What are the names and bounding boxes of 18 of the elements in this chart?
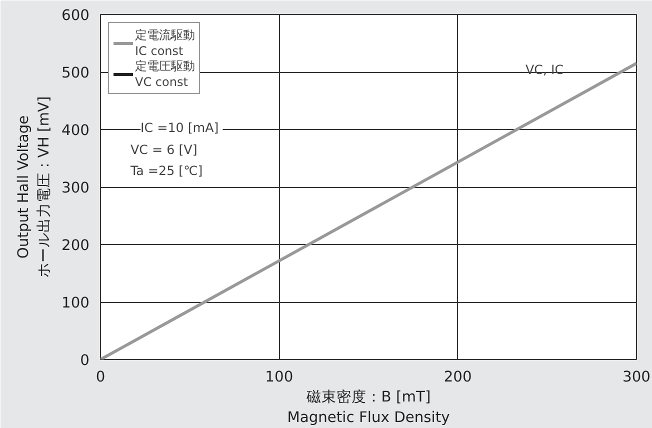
y-tick-label: 600 (62, 7, 90, 24)
legend-label: 定電流駆動 IC const (135, 27, 195, 58)
annotation: Ta =25 [℃] (130, 163, 203, 178)
y-tick-label: 300 (62, 180, 90, 196)
y-tick-label: 500 (62, 64, 90, 82)
x-tick-label: 0 (96, 368, 106, 386)
x-tick-label: 100 (265, 368, 294, 386)
y-tick-label: 400 (62, 122, 90, 139)
x-tick-label: 200 (444, 368, 472, 386)
annotation: IC =10 [mA] (140, 120, 219, 135)
legend-label: 定電圧駆動 VC const (135, 58, 195, 89)
annotation: VC = 6 [V] (130, 142, 198, 157)
x-tick-label: 300 (622, 368, 650, 386)
x-axis-title: 磁束密度：B [mT] Magnetic Flux Density (287, 388, 450, 426)
y-tick-label: 0 (80, 352, 90, 369)
y-tick-label: 200 (62, 237, 90, 254)
y-tick-label: 100 (62, 294, 90, 312)
y-axis-title: Output Hall Voltage ホール出力電圧：VH [mV] (15, 96, 53, 278)
